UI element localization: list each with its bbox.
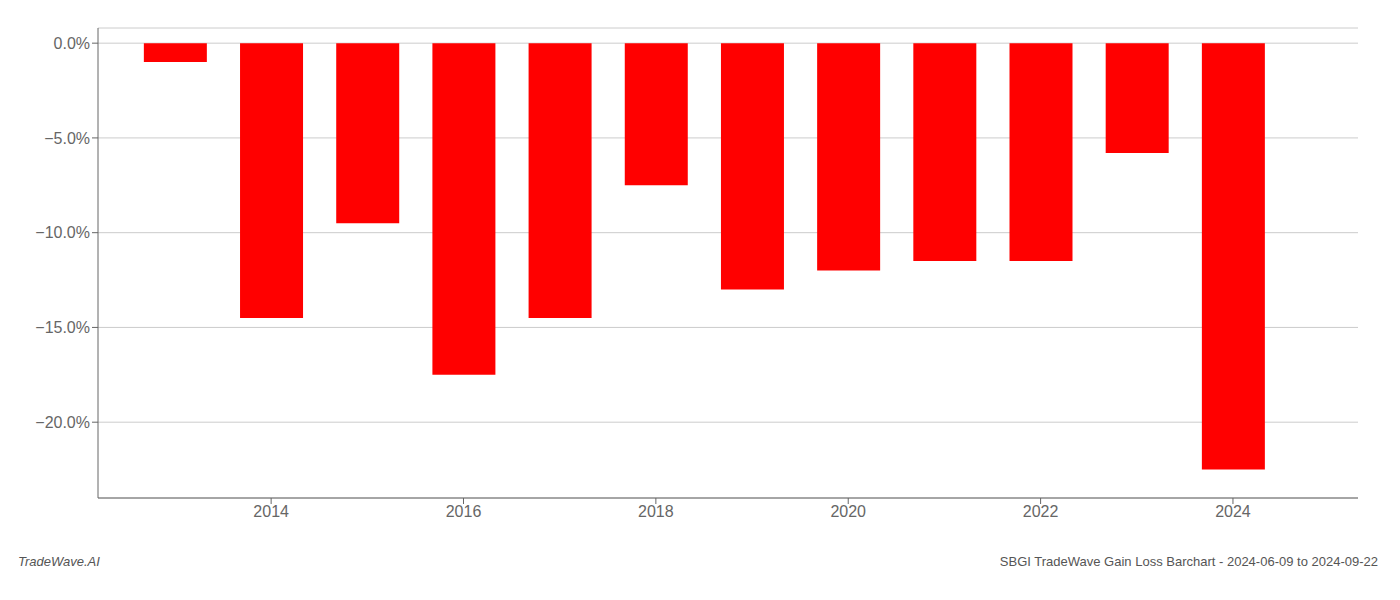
svg-text:−5.0%: −5.0% (44, 130, 90, 147)
svg-text:2024: 2024 (1215, 503, 1251, 520)
svg-text:−20.0%: −20.0% (35, 414, 90, 431)
svg-text:2022: 2022 (1023, 503, 1059, 520)
svg-text:−15.0%: −15.0% (35, 319, 90, 336)
svg-text:2014: 2014 (253, 503, 289, 520)
svg-text:2018: 2018 (638, 503, 674, 520)
html-text:SBGI TradeWave Gain Loss Barch: SBGI TradeWave Gain Loss Barchart - 2024… (999, 554, 1378, 569)
svg-text:2020: 2020 (830, 503, 866, 520)
svg-text:−10.0%: −10.0% (35, 224, 90, 241)
html-text:TradeWave.AI: TradeWave.AI (18, 554, 100, 569)
svg-text:0.0%: 0.0% (54, 35, 90, 52)
svg-text:2016: 2016 (446, 503, 482, 520)
